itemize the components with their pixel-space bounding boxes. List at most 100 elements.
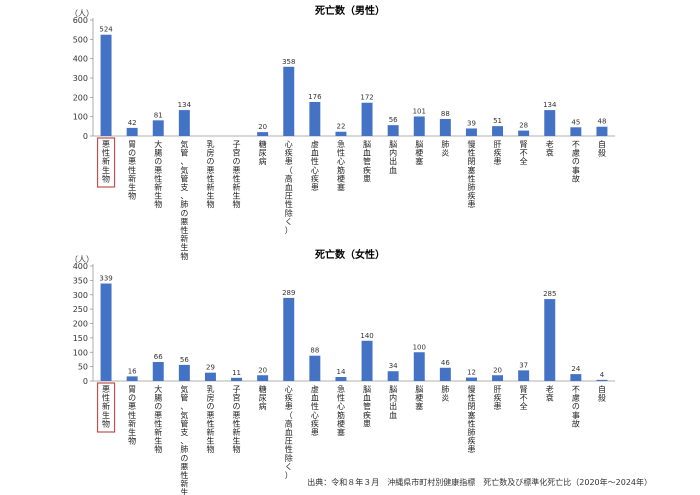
chart2-y-tick-label-6: 300 <box>73 291 88 300</box>
source-note: 出典：令和８年３月 沖縄県市町村別健康指標 死亡数及び標準化死亡比（2020年～… <box>307 478 652 487</box>
chart1-data-label-13: 88 <box>441 110 450 118</box>
chart2-data-label-13: 46 <box>441 359 450 367</box>
chart2-data-label-4: 29 <box>206 364 215 372</box>
chart1-bar-13 <box>439 118 451 136</box>
chart1-data-label-9: 22 <box>336 123 345 131</box>
chart2-x-tick-label-12: 脳梗塞 <box>415 384 423 411</box>
chart1-x-tick-label-5: 子宮の悪性新生物 <box>233 140 241 209</box>
chart2-x-tick-label-15: 肝疾患 <box>494 385 502 411</box>
chart2-y-tick-label-1: 50 <box>78 363 88 372</box>
chart2-x-tick-label-7: 心疾患（高血圧性除く） <box>285 385 293 480</box>
chart2-bar-0 <box>100 283 112 381</box>
chart1-y-tick-label-0: 0 <box>83 132 88 141</box>
chart1-bar-19 <box>596 126 608 136</box>
chart2-bar-18 <box>570 374 582 381</box>
chart1-x-tick-label-13: 肺炎 <box>441 140 449 158</box>
chart1-data-label-3: 134 <box>178 101 192 109</box>
chart2-y-tick-label-4: 200 <box>73 320 88 329</box>
chart1-data-label-15: 51 <box>493 117 502 125</box>
chart1-x-tick-label-2: 大腸の悪性新生物 <box>154 139 162 209</box>
chart1-data-label-10: 172 <box>360 94 373 102</box>
chart1-bar-1 <box>126 127 138 136</box>
chart2-data-label-16: 37 <box>519 361 528 369</box>
chart2-x-tick-label-6: 糖尿病 <box>259 384 267 411</box>
chart1-data-label-11: 56 <box>389 116 398 124</box>
chart1-x-tick-label-9: 急性心筋梗塞 <box>337 139 345 192</box>
chart1-x-tick-label-12: 脳梗塞 <box>415 139 423 166</box>
chart1-data-label-17: 134 <box>543 101 557 109</box>
chart2-x-tick-label-17: 老衰 <box>546 384 554 403</box>
chart2-bar-17 <box>544 299 556 381</box>
chart1-x-tick-label-16: 腎不全 <box>520 140 528 166</box>
chart2-x-tick-label-10: 脳血管疾患 <box>363 384 371 428</box>
chart2-data-label-5: 11 <box>232 369 241 377</box>
chart1-bar-2 <box>152 120 164 136</box>
chart1-x-tick-label-14: 慢性閉塞性肺疾患 <box>467 139 475 209</box>
chart2-bar-19 <box>596 379 608 381</box>
chart2-bar-11 <box>387 371 399 381</box>
chart2-bar-4 <box>204 372 216 381</box>
chart2-x-tick-label-4: 乳房の悪性新生物 <box>206 384 214 454</box>
chart1-x-tick-label-17: 老衰 <box>546 139 554 158</box>
chart2-y-tick-label-7: 350 <box>73 276 88 285</box>
chart2-x-tick-label-0: 悪性新生物 <box>102 385 110 428</box>
chart1-x-tick-label-0: 悪性新生物 <box>102 140 110 183</box>
chart1-y-tick-label-4: 400 <box>73 55 88 64</box>
chart2-x-tick-label-14: 慢性閉塞性肺疾患 <box>467 384 475 454</box>
chart2-data-label-15: 20 <box>493 366 502 374</box>
chart2-x-tick-label-2: 大腸の悪性新生物 <box>154 384 162 454</box>
chart2-data-label-14: 12 <box>467 369 476 377</box>
chart1-bar-12 <box>413 116 425 136</box>
chart2-bar-2 <box>152 362 164 381</box>
chart1-x-tick-label-18: 不慮の事故 <box>572 140 580 183</box>
chart2-bar-16 <box>518 370 530 381</box>
chart2-bar-3 <box>178 364 190 381</box>
chart2-title: 死亡数（女性） <box>315 248 385 261</box>
chart1-bar-18 <box>570 127 582 136</box>
chart1-bar-3 <box>178 110 190 136</box>
chart2-y-tick-label-5: 250 <box>73 305 88 314</box>
chart1-data-label-6: 20 <box>258 123 267 131</box>
chart2-data-label-11: 34 <box>389 362 398 370</box>
chart1-data-label-12: 101 <box>413 107 426 115</box>
chart2-data-label-17: 285 <box>543 290 556 298</box>
chart1-bar-8 <box>309 101 321 136</box>
chart2-x-tick-label-9: 急性心筋梗塞 <box>337 384 345 437</box>
chart1-x-tick-label-8: 虚血性心疾患 <box>311 139 319 192</box>
chart1-data-label-18: 45 <box>571 118 580 126</box>
chart2-data-label-10: 140 <box>360 332 373 340</box>
chart1-title: 死亡数（男性） <box>315 4 385 17</box>
chart1-y-tick-label-6: 600 <box>73 16 88 25</box>
chart2-bar-1 <box>126 376 138 381</box>
chart2-data-label-8: 88 <box>310 347 319 355</box>
chart1-bar-10 <box>361 102 373 136</box>
chart2-y-unit-label: （人） <box>70 255 94 264</box>
chart2-data-label-19: 4 <box>600 371 605 379</box>
chart1-data-label-19: 48 <box>597 118 606 126</box>
chart2-x-tick-label-11: 脳内出血 <box>389 384 397 420</box>
chart1-data-label-14: 39 <box>467 119 476 127</box>
chart1-bar-17 <box>544 110 556 136</box>
chart1-x-tick-label-11: 脳内出血 <box>389 139 397 175</box>
chart1-y-tick-label-2: 200 <box>73 93 88 102</box>
chart2-data-label-7: 289 <box>282 289 295 297</box>
chart2-bar-14 <box>465 377 477 381</box>
chart2-x-tick-label-16: 腎不全 <box>520 385 528 411</box>
chart1-bar-16 <box>518 130 530 136</box>
chart1-data-label-8: 176 <box>308 93 322 101</box>
chart2-highlight-box <box>96 382 116 433</box>
chart2-x-tick-label-8: 虚血性心疾患 <box>311 384 319 437</box>
chart1-data-label-16: 28 <box>519 122 528 130</box>
chart2-x-tick-label-5: 子宮の悪性新生物 <box>233 385 241 454</box>
chart1-bar-14 <box>465 128 477 136</box>
chart1-x-tick-label-4: 乳房の悪性新生物 <box>206 139 214 209</box>
chart2-x-tick-label-13: 肺炎 <box>441 385 449 403</box>
chart2-data-label-3: 56 <box>180 356 189 364</box>
chart1-x-tick-label-15: 肝疾患 <box>494 140 502 166</box>
chart1-data-label-1: 42 <box>128 119 137 127</box>
chart1-bar-7 <box>283 66 295 136</box>
chart2-y-tick-label-8: 400 <box>73 262 88 271</box>
chart1-highlight-box <box>96 137 116 188</box>
chart1-data-label-0: 524 <box>99 26 113 34</box>
